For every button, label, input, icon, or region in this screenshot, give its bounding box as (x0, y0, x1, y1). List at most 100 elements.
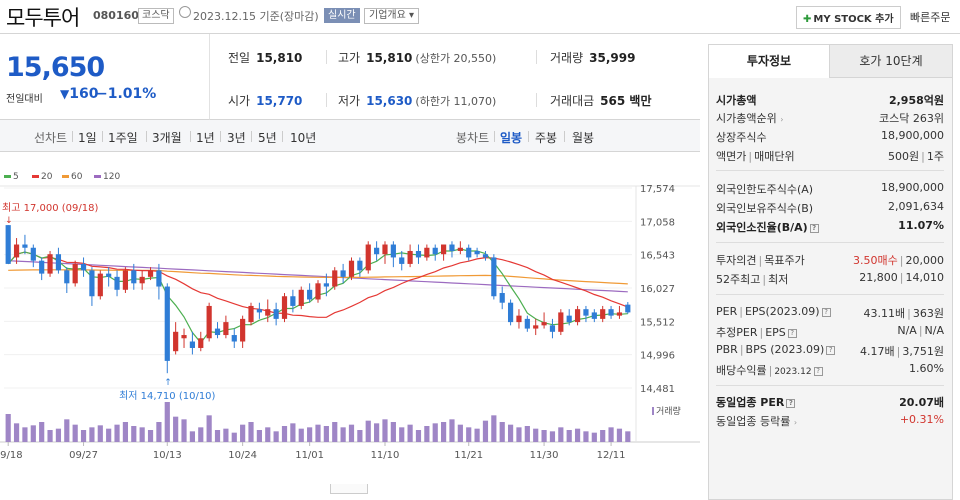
period-tab[interactable]: 5년 (258, 131, 277, 145)
opinion-row: 투자의견 | 목표주가 3.50매수 | 20,000 (716, 252, 944, 268)
industry-rate-row: 동일업종 등락률 › +0.31% (716, 413, 944, 429)
volume-bar (214, 430, 221, 442)
volume-bar (156, 422, 162, 442)
candle-body (214, 328, 221, 336)
open-price: 시가 15,770 (228, 92, 302, 109)
plus-icon: ✚ (803, 14, 812, 25)
candle-body (290, 296, 296, 306)
volume-bar (64, 419, 70, 442)
candle-tab-monthly[interactable]: 월봉 (572, 131, 595, 145)
shares-label: 상장주식수 (716, 131, 767, 144)
x-tick-label: 12/11 (597, 450, 626, 461)
candle-body (5, 225, 11, 264)
period-divider (251, 131, 252, 142)
volume-bar (290, 423, 296, 442)
upper-limit: (상한가 20,550) (415, 52, 497, 65)
price-change-percent: −1.01% (96, 86, 157, 102)
cap-rank-label-wrap[interactable]: 시가총액순위 › (716, 110, 783, 126)
legend-swatch (4, 175, 11, 178)
industry-rate-label-wrap[interactable]: 동일업종 등락률 › (716, 413, 797, 429)
prev-close: 전일 15,810 (228, 49, 302, 66)
foreign-hold-label: 외국인보유주식수(B) (716, 202, 814, 215)
period-tab[interactable]: 1년 (196, 131, 215, 145)
lower-limit: (하한가 11,070) (415, 95, 497, 108)
period-tab[interactable]: 1주일 (108, 131, 138, 145)
candle-body (273, 309, 279, 319)
legend-ma20: 20 (32, 172, 52, 182)
help-icon[interactable]: ? (787, 328, 797, 338)
help-icon[interactable]: ? (821, 307, 831, 317)
y-tick-label: 14,996 (640, 351, 675, 362)
help-icon[interactable]: ? (809, 223, 819, 233)
volume-bar (499, 422, 505, 442)
volume-bar (55, 428, 62, 442)
bps-label: BPS (2023.09) (745, 343, 825, 356)
volume-bar (147, 430, 154, 442)
volume-bar (139, 427, 145, 442)
eps-label: EPS(2023.09) (744, 305, 820, 318)
volume-bar (106, 428, 112, 442)
separator: | (899, 254, 904, 267)
company-info-dropdown[interactable]: 기업개요 ▾ (364, 8, 420, 24)
candle-tab-weekly[interactable]: 주봉 (535, 131, 558, 145)
chart-resize-handle[interactable] (330, 484, 368, 494)
volume-bar (181, 419, 187, 442)
separator: | (896, 345, 901, 358)
period-tab[interactable]: 1일 (78, 131, 97, 145)
volume-bar (549, 431, 556, 442)
period-tab[interactable]: 3개월 (152, 131, 182, 145)
help-icon[interactable]: ? (813, 366, 823, 376)
y-tick-label: 16,543 (640, 251, 675, 262)
quote-divider (326, 93, 327, 107)
tab-order-book[interactable]: 호가 10단계 (830, 45, 952, 78)
est-per-label: 추정PER (716, 326, 758, 339)
volume-bar (231, 432, 237, 442)
period-tab[interactable]: 3년 (227, 131, 246, 145)
my-stock-add-button[interactable]: ✚ MY STOCK 추가 (796, 6, 901, 29)
tab-investment-info[interactable]: 투자정보 (709, 45, 830, 78)
quote-summary: 전일 15,810 고가 15,810 (상한가 20,550) 거래량 35,999 … (210, 34, 700, 120)
opinion-value: 3.50매수 (853, 254, 898, 267)
volume-bar (97, 425, 103, 442)
ma20-line (7, 251, 629, 318)
company-info-label: 기업개요 (369, 10, 406, 21)
candle-body (424, 247, 430, 258)
volume-bar (558, 427, 564, 442)
candle-body (558, 312, 564, 332)
candle-body (256, 309, 262, 313)
candle-body (240, 318, 246, 342)
candle-body (164, 286, 170, 361)
candle-body (248, 305, 254, 323)
candle-body (382, 244, 388, 255)
separator: | (899, 271, 904, 284)
y-tick-label: 14,481 (640, 384, 675, 395)
volume-bar (13, 423, 20, 442)
est-eps-value: N/A (924, 324, 944, 337)
quick-order-link[interactable]: 빠른주문 (910, 11, 951, 24)
candle-body (89, 270, 95, 297)
candle-body (298, 289, 304, 306)
period-tab[interactable]: 10년 (290, 131, 317, 145)
candle-tab-daily[interactable]: 일봉 (500, 131, 523, 145)
volume-label: 거래량 (656, 405, 681, 417)
volume-bar (424, 426, 430, 442)
day-low-label: 저가 (338, 94, 361, 108)
realtime-button[interactable]: 실시간 (324, 8, 360, 23)
legend-ma60: 60 (62, 172, 82, 182)
candle-body (114, 276, 120, 290)
candle-body (106, 273, 112, 277)
foreign-ratio-label: 외국인소진율(B/A) (716, 221, 808, 234)
x-tick-label: 09/27 (69, 450, 98, 461)
quote-divider (536, 50, 537, 64)
period-divider (72, 131, 73, 142)
volume-bar (39, 422, 45, 442)
help-icon[interactable]: ? (826, 345, 836, 355)
volume-bar (457, 424, 463, 442)
separator: | (921, 150, 925, 163)
help-icon[interactable]: ? (786, 398, 796, 408)
volume-bar (5, 414, 11, 442)
ma60-line (8, 269, 628, 285)
day-low-value: 15,630 (366, 94, 413, 108)
market-cap-row: 시가총액 2,958억원 (716, 92, 944, 108)
volume-value: 35,999 (589, 51, 636, 65)
